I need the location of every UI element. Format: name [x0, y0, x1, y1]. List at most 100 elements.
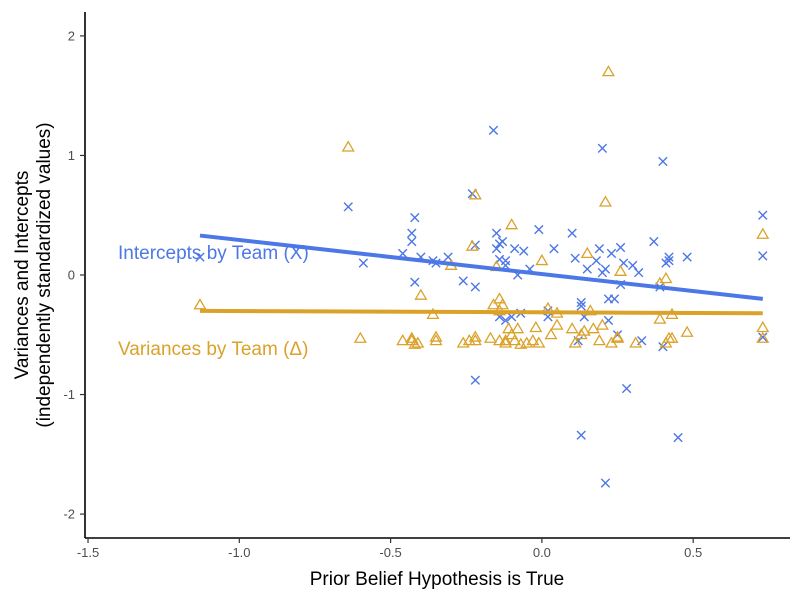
- variance-point: [611, 331, 625, 343]
- variance-point: [756, 227, 770, 239]
- variance-point: [414, 288, 428, 300]
- variance-point: [535, 253, 549, 266]
- variance-point: [529, 320, 543, 333]
- intercept-point: [407, 236, 417, 247]
- intercept-point: [664, 252, 674, 262]
- intercept-point: [758, 210, 768, 220]
- y-tick-label: 2: [68, 28, 75, 43]
- variance-point: [499, 334, 513, 346]
- intercept-point: [627, 260, 638, 271]
- intercept-point: [658, 156, 668, 167]
- intercept-point: [458, 276, 468, 286]
- intercept-point: [470, 282, 481, 292]
- intercept-point: [410, 277, 420, 287]
- variance-point: [505, 218, 519, 230]
- y-tick-label: 0: [68, 268, 75, 283]
- intercept-point: [576, 297, 586, 308]
- variance-point: [483, 331, 497, 343]
- intercept-point: [576, 301, 586, 311]
- variance-point: [511, 322, 525, 334]
- variance-point: [577, 324, 591, 336]
- variance-point: [353, 331, 367, 343]
- intercept-point: [491, 228, 502, 238]
- variance-point: [468, 330, 482, 342]
- variance-point: [583, 304, 597, 316]
- variance-point: [468, 188, 482, 200]
- variance-point: [486, 298, 501, 310]
- intercept-point: [682, 252, 692, 262]
- variance-point: [629, 336, 643, 348]
- intercept-point: [567, 228, 577, 238]
- variance-point: [193, 298, 207, 310]
- intercept-point: [488, 125, 499, 136]
- intercept-point: [594, 244, 605, 254]
- variance-point: [544, 328, 558, 340]
- intercept-point: [500, 255, 511, 266]
- intercept-point: [509, 244, 520, 254]
- intercept-point: [673, 432, 683, 443]
- marks-layer: [193, 65, 770, 488]
- variance-point: [659, 271, 673, 284]
- intercept-point: [407, 228, 417, 238]
- intercept-point: [534, 224, 544, 235]
- intercept-point: [549, 244, 559, 254]
- intercept-point: [758, 251, 768, 261]
- intercept-point: [570, 253, 580, 263]
- intercept-point: [600, 264, 611, 274]
- variance-point: [595, 318, 609, 330]
- variance-point: [601, 65, 615, 77]
- y-axis-title-line1: Variances and Intercepts: [12, 171, 33, 380]
- intercept-point: [195, 252, 205, 262]
- variance-point: [492, 304, 507, 316]
- variance-point: [614, 264, 628, 276]
- variance-point: [508, 334, 522, 346]
- variance-point: [574, 328, 588, 340]
- intercept-point: [606, 248, 617, 259]
- variance-point: [532, 336, 546, 348]
- trend-lines-layer: [199, 233, 763, 316]
- intercept-point: [649, 236, 659, 247]
- variance-point: [492, 292, 507, 304]
- variance-point: [565, 322, 579, 334]
- intercept-point: [664, 255, 674, 266]
- intercept-point: [491, 244, 502, 254]
- variance-point: [465, 239, 479, 251]
- variance-point: [580, 246, 594, 259]
- variance-point: [499, 336, 513, 348]
- x-tick-label: -1.5: [77, 545, 99, 560]
- intercept-point: [519, 246, 529, 256]
- variance-point: [526, 334, 540, 346]
- variance-point: [341, 140, 355, 152]
- intercept-point: [621, 383, 632, 394]
- x-tick-label: -0.5: [379, 545, 401, 560]
- variance-point: [411, 336, 425, 348]
- x-axis-title: Prior Belief Hypothesis is True: [310, 569, 565, 590]
- x-tick-label: 0.0: [533, 545, 551, 560]
- intercept-point: [410, 212, 420, 223]
- intercept-point: [497, 236, 508, 247]
- intercept-point: [609, 294, 620, 304]
- variance-point: [598, 195, 612, 207]
- variance-trend-line: [199, 308, 763, 316]
- variance-point: [568, 336, 582, 348]
- y-axis-title-line2: (independently standardized values): [34, 122, 55, 427]
- intercept-point: [343, 202, 353, 212]
- intercept-point: [576, 430, 586, 440]
- intercept-point: [600, 478, 611, 488]
- intercept-point: [358, 258, 369, 268]
- intercept-point: [615, 242, 626, 253]
- series-label-variances: Variances by Team (Δ): [118, 339, 308, 360]
- intercept-trend-line: [199, 233, 763, 301]
- variance-point: [756, 320, 770, 333]
- y-tick-label: 1: [68, 148, 75, 163]
- variance-point: [680, 325, 694, 337]
- axes-layer: -1.5 -1.0 -0.5 0.0 0.5 -2 -1 0 1 2: [63, 12, 790, 560]
- variance-point: [592, 334, 606, 346]
- x-tick-label: -1.0: [228, 545, 250, 560]
- intercept-point: [758, 332, 768, 342]
- variance-point: [468, 334, 482, 346]
- variance-point: [756, 331, 770, 343]
- variance-point: [502, 322, 516, 334]
- variance-point: [496, 298, 510, 310]
